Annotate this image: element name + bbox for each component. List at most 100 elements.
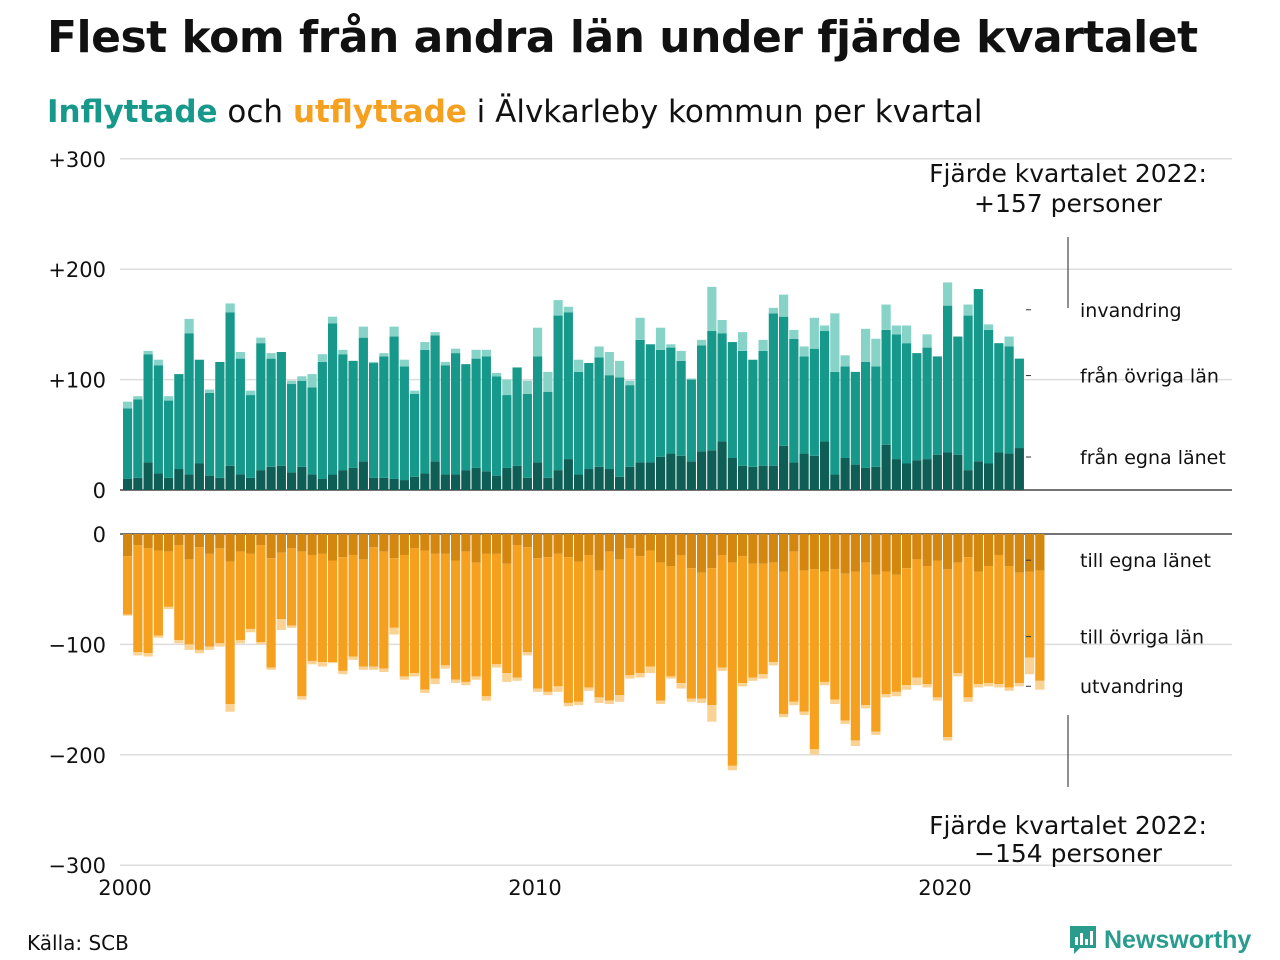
inflyttade-bar-segment: [379, 353, 389, 357]
utflyttade-bar-segment: [984, 534, 994, 567]
inflyttade-bar-segment: [133, 396, 143, 400]
inflyttade-bar-segment: [809, 348, 819, 456]
utflyttade-bar-segment: [256, 642, 266, 645]
inflyttade-bar-segment: [533, 327, 543, 357]
utflyttade-bar-segment: [133, 652, 143, 656]
utflyttade-bar-segment: [615, 559, 625, 696]
inflyttade-bar-segment: [676, 455, 686, 490]
utflyttade-bar-segment: [522, 547, 532, 653]
newsworthy-logo: Newsworthy: [1068, 924, 1251, 956]
utflyttade-bar-segment: [502, 673, 512, 682]
utflyttade-bar-segment: [379, 534, 389, 552]
utflyttade-bar-segment: [850, 740, 860, 746]
utflyttade-bar-segment: [840, 573, 850, 721]
inflyttade-bar-segment: [676, 350, 686, 361]
inflyttade-bar-segment: [676, 360, 686, 456]
utflyttade-bar-segment: [563, 534, 573, 558]
inflyttade-bar-segment: [738, 350, 748, 466]
utflyttade-bar-segment: [338, 557, 348, 671]
utflyttade-bar-segment: [133, 545, 143, 653]
utflyttade-bar-segment: [676, 534, 686, 555]
utflyttade-bar-segment: [809, 749, 819, 755]
inflyttade-bar-segment: [625, 466, 635, 490]
utflyttade-bar-segment: [809, 534, 819, 570]
utflyttade-bar-segment: [635, 673, 645, 678]
bottom-series-label: utvandring: [1080, 676, 1184, 698]
utflyttade-bar-segment: [820, 681, 830, 686]
inflyttade-bar-segment: [574, 359, 584, 372]
utflyttade-bar-segment: [820, 534, 830, 572]
utflyttade-bar-segment: [143, 653, 153, 657]
inflyttade-bar-segment: [635, 462, 645, 490]
utflyttade-bar-segment: [594, 697, 604, 703]
top-series-label: invandring: [1080, 300, 1182, 322]
utflyttade-bar-segment: [779, 534, 789, 572]
utflyttade-bar-segment: [697, 698, 707, 703]
inflyttade-bar-segment: [317, 354, 327, 362]
inflyttade-bar-segment: [461, 364, 471, 471]
inflyttade-bar-segment: [194, 463, 204, 490]
inflyttade-bar-segment: [768, 465, 778, 490]
inflyttade-bar-segment: [348, 467, 358, 490]
inflyttade-bar-segment: [984, 324, 994, 330]
inflyttade-bar-segment: [174, 469, 184, 490]
utflyttade-bar-segment: [871, 574, 881, 732]
utflyttade-bar-segment: [1035, 534, 1045, 571]
utflyttade-bar-segment: [328, 560, 338, 663]
utflyttade-bar-segment: [276, 552, 286, 620]
utflyttade-bar-segment: [410, 534, 420, 549]
utflyttade-bar-segment: [932, 560, 942, 698]
inflyttade-bar-segment: [502, 379, 512, 396]
utflyttade-bar-segment: [297, 696, 307, 700]
grid-lines: [120, 158, 1232, 866]
utflyttade-bar-segment: [215, 534, 225, 549]
utflyttade-bar-segment: [143, 534, 153, 549]
utflyttade-bar-segment: [502, 534, 512, 564]
utflyttade-bar-segment: [256, 534, 266, 546]
utflyttade-bar-segment: [830, 534, 840, 570]
inflyttade-bar-segment: [1004, 453, 1014, 490]
inflyttade-bar-segment: [809, 455, 819, 490]
utflyttade-bar-segment: [697, 572, 707, 699]
inflyttade-bar-segment: [420, 473, 430, 490]
inflyttade-bar-segment: [471, 358, 481, 468]
utflyttade-bar-segment: [584, 687, 594, 691]
utflyttade-bar-segment: [1035, 680, 1045, 690]
inflyttade-bar-segment: [153, 473, 163, 490]
inflyttade-bar-segment: [297, 380, 307, 467]
inflyttade-bar-segment: [779, 294, 789, 317]
inflyttade-bar-segment: [164, 477, 174, 490]
utflyttade-bar-segment: [635, 534, 645, 557]
utflyttade-bar-segment: [266, 558, 276, 668]
utflyttade-bar-segment: [707, 534, 717, 569]
utflyttade-bar-segment: [369, 534, 379, 548]
inflyttade-bar-segment: [184, 474, 194, 490]
utflyttade-bar-segment: [707, 705, 717, 722]
utflyttade-bar-segment: [912, 534, 922, 560]
utflyttade-bar-segment: [768, 534, 778, 563]
utflyttade-bar-segment: [861, 562, 871, 706]
utflyttade-bar-segment: [686, 534, 696, 569]
inflyttade-bar-segment: [789, 462, 799, 490]
utflyttade-bar-segment: [338, 534, 348, 558]
inflyttade-bar-segment: [430, 332, 440, 336]
utflyttade-bar-segment: [307, 554, 317, 661]
utflyttade-bar-segment: [922, 534, 932, 567]
utflyttade-bar-segment: [1004, 566, 1014, 688]
utflyttade-bar-segment: [502, 563, 512, 674]
inflyttade-bar-segment: [328, 323, 338, 475]
utflyttade-bar-segment: [973, 534, 983, 572]
utflyttade-bar-segment: [410, 673, 420, 677]
inflyttade-bar-segment: [307, 387, 317, 475]
inflyttade-bar-segment: [235, 474, 245, 490]
inflyttade-bar-segment: [205, 389, 215, 393]
inflyttade-bar-segment: [399, 366, 409, 481]
inflyttade-bar-segment: [215, 361, 225, 478]
inflyttade-bar-segment: [317, 361, 327, 479]
utflyttade-bar-segment: [348, 554, 358, 657]
utflyttade-bar-segment: [943, 569, 953, 738]
inflyttade-bar-segment: [799, 356, 809, 454]
utflyttade-bar-segment: [543, 534, 553, 558]
utflyttade-bar-segment: [174, 534, 184, 546]
inflyttade-bar-segment: [604, 375, 614, 470]
